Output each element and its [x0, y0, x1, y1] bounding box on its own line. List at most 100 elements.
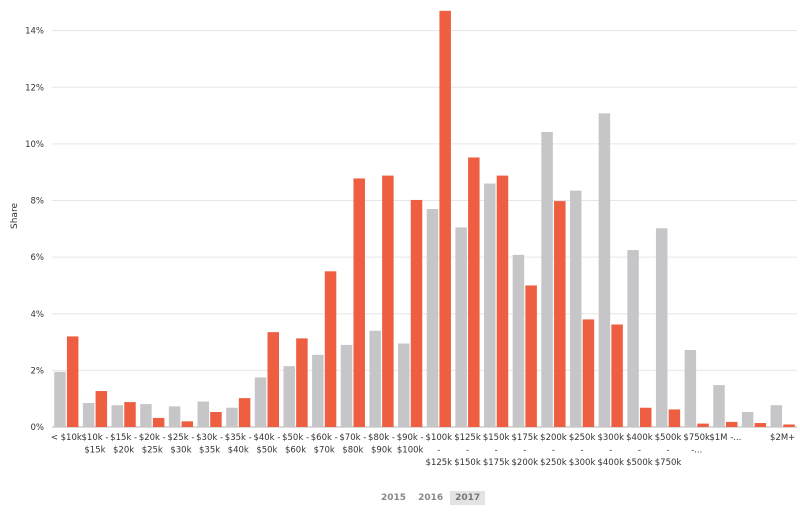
- x-tick-label: $1M -...: [709, 433, 741, 443]
- bar: [267, 332, 280, 427]
- y-tick-label: 2%: [31, 366, 45, 376]
- bar: [783, 424, 795, 427]
- bar: [140, 404, 152, 427]
- x-tick-label-line: $200k: [540, 433, 567, 443]
- bar: [426, 209, 439, 427]
- y-tick-label: 6%: [31, 253, 45, 263]
- y-tick-label: 8%: [31, 197, 45, 207]
- x-tick-label: $60k - $70k: [311, 433, 338, 456]
- x-tick-label-line: $100k: [426, 433, 453, 443]
- x-tick-label-line: $80k -: [368, 433, 395, 443]
- bar: [312, 354, 324, 427]
- bar: [152, 417, 165, 427]
- x-tick-label-line: $175k: [483, 458, 510, 468]
- year-option-2016[interactable]: 2016: [418, 493, 444, 503]
- x-tick-label-line: $20k: [113, 446, 134, 456]
- x-tick-label-line: $300k: [597, 433, 624, 443]
- bar: [296, 338, 308, 427]
- x-tick-label-line: $150k: [454, 458, 481, 468]
- bar: [398, 343, 410, 427]
- x-tick-label-line: $15k: [84, 446, 105, 456]
- x-tick-label-line: -: [523, 446, 526, 456]
- y-tick-label: 14%: [25, 27, 44, 37]
- x-tick-label: $100k - $125k: [426, 433, 453, 468]
- bar: [54, 371, 66, 427]
- x-tick-label-line: $25k: [142, 446, 163, 456]
- x-tick-label-line: $20k -: [139, 433, 166, 443]
- bar: [382, 175, 394, 427]
- x-tick-label: $750k -...: [683, 433, 710, 456]
- bar: [468, 157, 480, 427]
- y-tick-label: 4%: [31, 310, 45, 320]
- x-tick-label-line: $40k -: [253, 433, 280, 443]
- bar: [210, 411, 222, 427]
- x-tick-label: $50k - $60k: [282, 433, 309, 456]
- y-tick-label: 0%: [31, 423, 45, 433]
- x-tick-label: $2M+: [770, 433, 795, 443]
- x-tick-label-line: -: [638, 446, 641, 456]
- x-tick-label-line: $80k: [342, 446, 363, 456]
- x-tick-label-line: $70k: [314, 446, 335, 456]
- x-tick-label-line: -: [609, 446, 612, 456]
- bar: [770, 405, 783, 427]
- x-tick-label-line: $125k: [454, 433, 481, 443]
- year-option-2015[interactable]: 2015: [381, 493, 407, 503]
- x-tick-label: $35k - $40k: [225, 433, 252, 456]
- x-tick-label-line: $50k -: [282, 433, 309, 443]
- x-tick-label: $15k - $20k: [110, 433, 137, 456]
- bar: [254, 377, 267, 427]
- y-tick-label: 12%: [25, 83, 44, 93]
- x-tick-label-line: -: [466, 446, 469, 456]
- x-tick-label: $125k - $150k: [454, 433, 481, 468]
- bar: [124, 402, 136, 427]
- x-tick-label-line: $400k: [626, 433, 653, 443]
- x-tick-label: $175k - $200k: [512, 433, 539, 468]
- x-tick-label-line: $750k: [683, 433, 710, 443]
- bar: [554, 201, 566, 427]
- bar: [439, 10, 451, 427]
- bar: [238, 398, 251, 427]
- bar: [512, 254, 525, 427]
- x-tick-label: $40k - $50k: [253, 433, 280, 456]
- x-tick-label: $90k - $100k: [397, 433, 424, 456]
- x-tick-label: $300k - $400k: [597, 433, 624, 468]
- x-tick-label-line: $300k: [569, 458, 596, 468]
- bar: [66, 336, 79, 427]
- x-tick-label: $10k - $15k: [82, 433, 109, 456]
- year-option-2017[interactable]: 2017: [450, 491, 486, 505]
- y-axis-ticks: 0% 2% 4% 6% 8% 10% 12% 14%: [25, 27, 44, 433]
- x-tick-label-line: $150k: [483, 433, 510, 443]
- x-tick-label-line: $90k: [371, 446, 392, 456]
- bar: [569, 190, 582, 427]
- bar: [369, 330, 381, 427]
- bar: [741, 411, 754, 427]
- x-tick-label-line: $35k -: [225, 433, 252, 443]
- bar: [484, 183, 496, 427]
- x-tick-label: $150k - $175k: [483, 433, 510, 468]
- x-axis-labels: < $10k $10k - $15k $15k - $20k $20k - $25k $25k…: [51, 433, 795, 468]
- x-tick-label: $250k - $300k: [569, 433, 596, 468]
- bar: [410, 199, 423, 427]
- bar: [324, 271, 337, 427]
- x-tick-label-line: $2M+: [770, 433, 795, 443]
- bar: [283, 366, 295, 427]
- bar: [627, 250, 639, 427]
- x-tick-label-line: $250k: [540, 458, 567, 468]
- x-tick-label: $200k - $250k: [540, 433, 567, 468]
- x-tick-label: $20k - $25k: [139, 433, 166, 456]
- bar: [725, 421, 738, 427]
- x-tick-label-line: $30k: [170, 446, 191, 456]
- x-tick-label-line: -: [495, 446, 498, 456]
- bar: [168, 406, 181, 427]
- bar: [197, 401, 209, 427]
- y-tick-label: 10%: [25, 140, 44, 150]
- bar: [598, 113, 611, 427]
- x-tick-label: $400k - $500k: [626, 433, 653, 468]
- x-tick-label-line: $200k: [512, 458, 539, 468]
- x-tick-label: $30k - $35k: [196, 433, 223, 456]
- x-tick-label-line: -...: [691, 446, 702, 456]
- x-tick-label-line: $60k: [285, 446, 306, 456]
- x-tick-label-line: $25k -: [167, 433, 194, 443]
- x-tick-label-line: $35k: [199, 446, 220, 456]
- x-tick-label-line: $1M -...: [709, 433, 741, 443]
